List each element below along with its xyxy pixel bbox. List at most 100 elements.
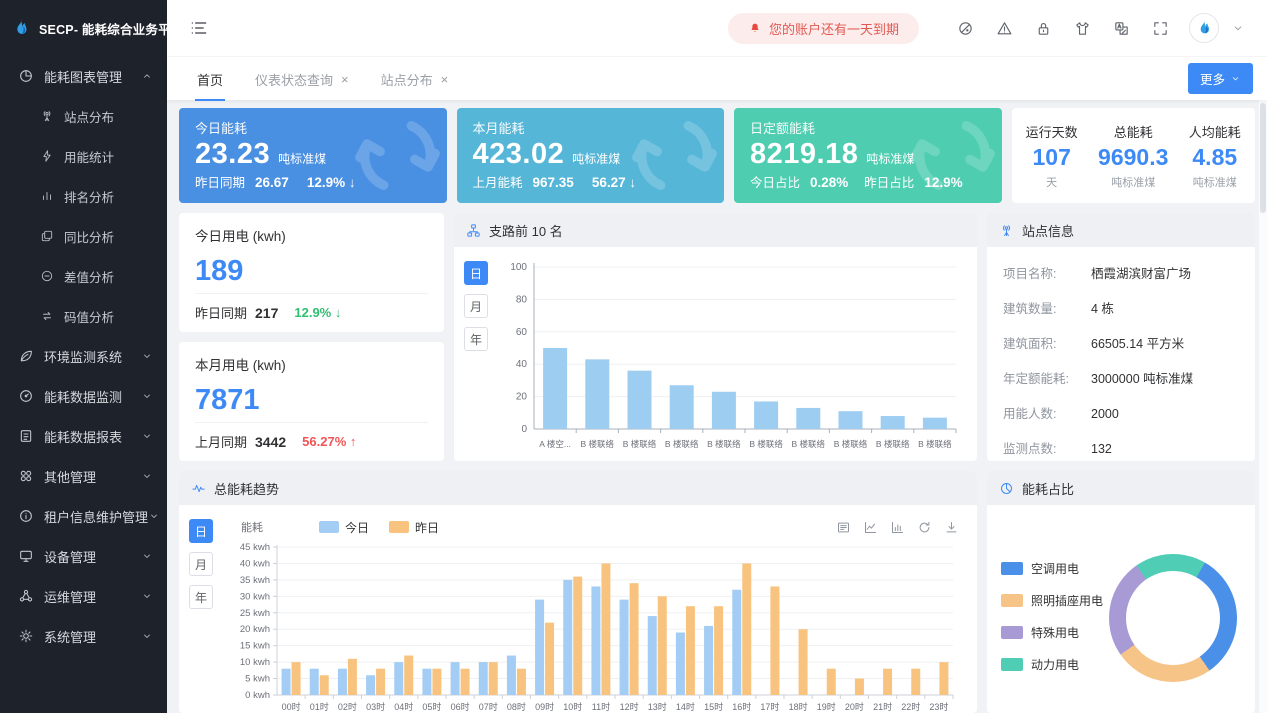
- chevron-down-icon: [1230, 73, 1241, 84]
- energy-share-panel: 能耗占比 空调用电 照明插座用电 特殊用电 动力用电: [987, 471, 1255, 713]
- sidebar-subitem-同比分析[interactable]: 同比分析: [0, 216, 167, 256]
- sidebar-item-其他管理[interactable]: 其他管理: [0, 456, 167, 496]
- svg-text:20: 20: [516, 392, 528, 403]
- close-tab-icon[interactable]: ×: [341, 72, 349, 87]
- legend-item-昨日[interactable]: 昨日: [389, 519, 439, 536]
- donut-legend-item-特殊用电[interactable]: 特殊用电: [1001, 624, 1107, 641]
- sidebar-item-label: 租户信息维护管理: [44, 509, 149, 525]
- tab-label: 站点分布: [380, 73, 433, 88]
- svg-text:25 kwh: 25 kwh: [240, 608, 270, 619]
- legend-swatch: [1001, 593, 1023, 607]
- tab-bar: 首页 仪表状态查询 × 站点分布 × 更多: [167, 56, 1267, 101]
- svg-text:80: 80: [516, 294, 528, 305]
- svg-text:B 楼联络: B 楼联络: [749, 439, 783, 449]
- delta-badge: 56.27% ↑: [302, 434, 357, 449]
- legend-label: 照明插座用电: [1031, 593, 1104, 608]
- svg-text:20 kwh: 20 kwh: [240, 624, 270, 635]
- sidebar-subitem-站点分布[interactable]: 站点分布: [0, 96, 167, 136]
- chart-toolbar: [836, 520, 959, 535]
- sidebar-subitem-用能统计[interactable]: 用能统计: [0, 136, 167, 176]
- sidebar-item-能耗图表管理[interactable]: 能耗图表管理: [0, 56, 167, 96]
- svg-text:03时: 03时: [366, 701, 385, 712]
- dataview-icon[interactable]: [836, 520, 851, 535]
- sidebar-subitem-差值分析[interactable]: 差值分析: [0, 256, 167, 296]
- donut-legend-item-空调用电[interactable]: 空调用电: [1001, 560, 1107, 577]
- sidebar-subitem-码值分析[interactable]: 码值分析: [0, 296, 167, 336]
- kpi-card-本月能耗: 本月能耗 423.02 吨标准煤 上月能耗 967.35 56.27 ↓: [456, 108, 724, 203]
- stat-label: 总能耗: [1113, 124, 1153, 140]
- download-icon[interactable]: [944, 520, 959, 535]
- trend-toggle-年[interactable]: 年: [189, 585, 213, 609]
- compare-value: 217: [255, 304, 279, 321]
- close-tab-icon[interactable]: ×: [440, 72, 449, 87]
- bottom-row: 总能耗趋势 日月年 能耗 今日 昨日 0 kwh 5 kwh 10 kwh 15 kwh…: [179, 471, 1255, 713]
- sidebar-item-租户信息维护管理[interactable]: 租户信息维护管理: [0, 496, 167, 536]
- svg-text:30 kwh: 30 kwh: [240, 591, 270, 602]
- trend-toggle-日[interactable]: 日: [189, 519, 213, 543]
- sidebar-subitem-label: 码值分析: [64, 310, 115, 325]
- divider: [195, 293, 428, 294]
- translate-icon[interactable]: [1113, 20, 1130, 37]
- svg-text:15时: 15时: [704, 701, 723, 712]
- svg-text:B 楼联络: B 楼联络: [918, 439, 952, 449]
- lock-icon[interactable]: [1035, 20, 1052, 37]
- notice-text: 您的账户还有一天到期: [768, 21, 899, 37]
- tshirt-icon[interactable]: [1074, 20, 1091, 37]
- fullscreen-icon[interactable]: [1152, 20, 1169, 37]
- svg-text:B 楼联络: B 楼联络: [707, 439, 741, 449]
- branch-toggle-月[interactable]: 月: [464, 294, 488, 318]
- svg-text:10时: 10时: [563, 701, 582, 712]
- chevron-down-icon[interactable]: [1231, 21, 1245, 35]
- svg-text:10 kwh: 10 kwh: [240, 657, 270, 668]
- tab-仪表状态查询[interactable]: 仪表状态查询 ×: [239, 56, 365, 101]
- sidebar-item-运维管理[interactable]: 运维管理: [0, 576, 167, 616]
- tab-站点分布[interactable]: 站点分布 ×: [365, 56, 465, 101]
- divider: [195, 422, 428, 423]
- donut-legend-item-动力用电[interactable]: 动力用电: [1001, 656, 1107, 673]
- donut-legend-item-照明插座用电[interactable]: 照明插座用电: [1001, 592, 1107, 609]
- svg-text:06时: 06时: [451, 701, 470, 712]
- legend-swatch: [1001, 561, 1023, 575]
- app-title: SECP- 能耗综合业务平台: [39, 22, 167, 37]
- barchart-icon[interactable]: [890, 520, 905, 535]
- sidebar-item-系统管理[interactable]: 系统管理: [0, 616, 167, 656]
- kpi-unit: 吨标准煤: [278, 152, 327, 166]
- legend-item-今日[interactable]: 今日: [319, 519, 369, 536]
- scrollbar[interactable]: [1259, 100, 1267, 713]
- svg-text:04时: 04时: [394, 701, 413, 712]
- compare-label: 昨日同期: [195, 306, 248, 321]
- branch-top10-panel: 支路前 10 名 日月年 0 20 40 60 80 100 A 楼空... B 楼联络 B 楼…: [454, 213, 977, 461]
- caret-up-icon: [141, 70, 153, 82]
- minus-circle-icon: [40, 269, 54, 283]
- svg-text:16时: 16时: [732, 701, 751, 712]
- more-button[interactable]: 更多: [1187, 63, 1253, 94]
- sidebar-item-设备管理[interactable]: 设备管理: [0, 536, 167, 576]
- sidebar-item-能耗数据报表[interactable]: 能耗数据报表: [0, 416, 167, 456]
- branch-toggle-年[interactable]: 年: [464, 327, 488, 351]
- branch-toggle-日[interactable]: 日: [464, 261, 488, 285]
- donut-hole: [1126, 571, 1220, 665]
- chevron-down-icon: [148, 510, 160, 522]
- linechart-icon[interactable]: [863, 520, 878, 535]
- account-expiry-notice[interactable]: 您的账户还有一天到期: [727, 12, 919, 44]
- theme-icon[interactable]: [957, 20, 974, 37]
- kpi-value: 23.23: [195, 138, 271, 170]
- sidebar-subitem-label: 用能统计: [64, 150, 115, 165]
- trend-toggle-月[interactable]: 月: [189, 552, 213, 576]
- stat-unit: 吨标准煤: [1192, 176, 1237, 189]
- scrollbar-thumb[interactable]: [1260, 103, 1266, 213]
- avatar[interactable]: [1189, 13, 1219, 43]
- tab-首页[interactable]: 首页: [181, 56, 239, 101]
- energy-trend-header: 总能耗趋势: [179, 471, 977, 505]
- svg-text:11时: 11时: [592, 701, 610, 712]
- sidebar-item-环境监测系统[interactable]: 环境监测系统: [0, 336, 167, 376]
- kpi-footer-label: 今日占比: [750, 176, 801, 190]
- pie-chart-icon: [18, 68, 34, 84]
- warning-icon[interactable]: [996, 20, 1013, 37]
- sidebar-subitem-排名分析[interactable]: 排名分析: [0, 176, 167, 216]
- refresh-icon[interactable]: [917, 520, 932, 535]
- svg-text:08时: 08时: [507, 701, 526, 712]
- collapse-menu-icon[interactable]: [189, 18, 209, 38]
- sidebar-item-能耗数据监测[interactable]: 能耗数据监测: [0, 376, 167, 416]
